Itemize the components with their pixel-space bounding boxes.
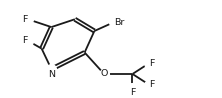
Text: Br: Br <box>114 18 125 27</box>
Text: O: O <box>101 69 108 78</box>
Text: F: F <box>23 15 28 24</box>
Text: N: N <box>48 70 55 79</box>
Text: F: F <box>149 80 155 89</box>
Text: F: F <box>23 36 28 45</box>
Text: F: F <box>130 88 135 97</box>
Text: F: F <box>149 59 155 68</box>
